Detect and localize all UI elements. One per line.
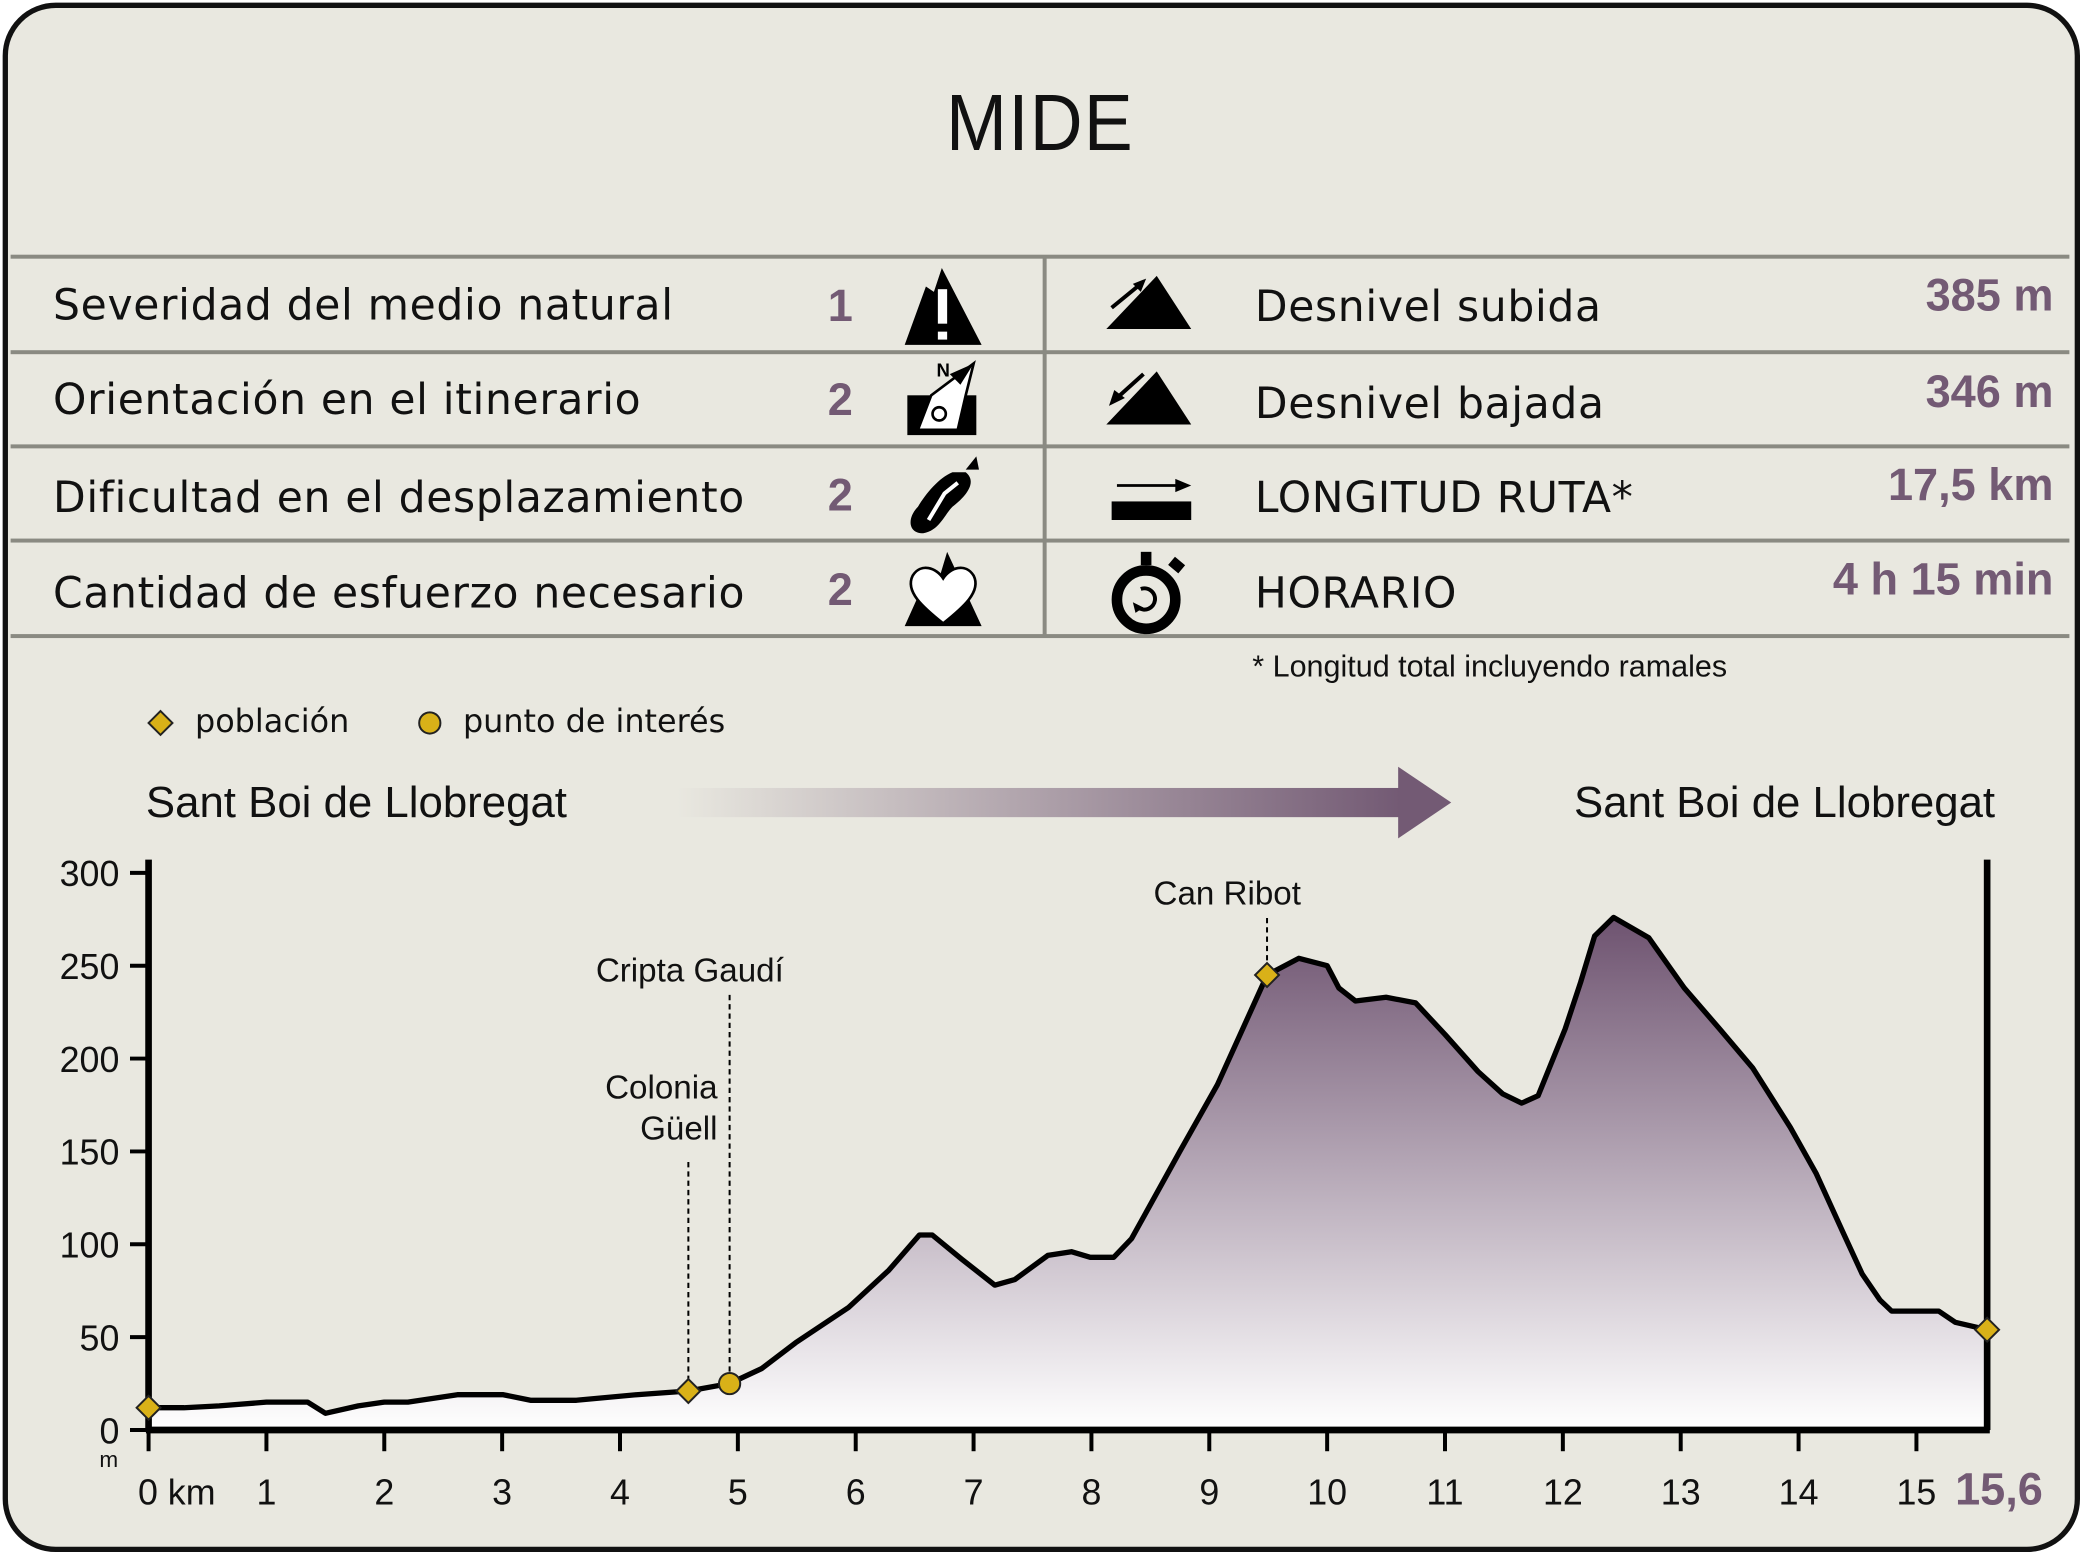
divider bbox=[1042, 257, 1047, 637]
y-tick-label: 150 bbox=[60, 1133, 120, 1173]
town-marker bbox=[1253, 961, 1281, 989]
mide-value: 2 bbox=[827, 565, 853, 616]
mide-label: Cantidad de esfuerzo necesario bbox=[53, 567, 746, 619]
mide-label: Dificultad en el desplazamiento bbox=[53, 472, 745, 523]
poi-circle-icon bbox=[418, 711, 442, 735]
x-tick-label: 0 km bbox=[138, 1472, 216, 1512]
stat-value: 346 m bbox=[1925, 367, 2054, 418]
boot-sole-icon bbox=[910, 456, 979, 534]
y-tick-label: 200 bbox=[60, 1040, 120, 1080]
compass-orientation-icon: N bbox=[907, 360, 977, 436]
y-unit-label: m bbox=[99, 1447, 118, 1472]
mide-value: 2 bbox=[827, 470, 853, 522]
stat-label: Desnivel subida bbox=[1254, 281, 1602, 332]
mide-value: 1 bbox=[827, 281, 853, 332]
descent-icon bbox=[1106, 371, 1192, 425]
divider bbox=[10, 538, 2070, 543]
divider bbox=[10, 444, 2070, 449]
x-tick-label: 9 bbox=[1199, 1472, 1219, 1512]
svg-text:N: N bbox=[937, 360, 950, 381]
divider bbox=[10, 350, 2070, 355]
y-tick-label: 250 bbox=[60, 947, 120, 987]
stopwatch-icon bbox=[1111, 551, 1186, 635]
town-marker bbox=[1973, 1316, 2001, 1344]
warning-mountain-icon bbox=[904, 267, 982, 345]
x-tick-label: 13 bbox=[1661, 1472, 1701, 1512]
stat-label: Desnivel bajada bbox=[1254, 378, 1605, 429]
point-label: Güell bbox=[640, 1110, 717, 1147]
x-tick-label: 15 bbox=[1897, 1472, 1937, 1512]
y-tick-label: 50 bbox=[80, 1318, 120, 1358]
mide-value: 2 bbox=[827, 375, 853, 426]
x-tick-label: 4 bbox=[610, 1472, 630, 1512]
x-tick-label: 7 bbox=[964, 1472, 984, 1512]
profile-line bbox=[148, 914, 1988, 1416]
point-label: Cripta Gaudí bbox=[596, 953, 785, 990]
stat-value: 17,5 km bbox=[1887, 460, 2054, 511]
x-tick-label: 6 bbox=[846, 1472, 866, 1512]
direction-arrow-icon bbox=[676, 766, 1452, 839]
x-tick-label: 5 bbox=[728, 1472, 748, 1512]
x-tick-label: 8 bbox=[1081, 1472, 1101, 1512]
stat-label: HORARIO bbox=[1254, 567, 1458, 619]
point-label: Can Ribot bbox=[1154, 876, 1301, 913]
x-tick-label: 14 bbox=[1779, 1472, 1819, 1512]
town-marker bbox=[135, 1394, 162, 1422]
x-tick-label: 3 bbox=[492, 1472, 512, 1512]
poi-marker bbox=[717, 1371, 742, 1396]
mide-label: Severidad del medio natural bbox=[53, 279, 674, 331]
x-tick-label: 11 bbox=[1426, 1472, 1463, 1512]
divider bbox=[10, 254, 2070, 259]
divider bbox=[10, 634, 2070, 639]
ascent-icon bbox=[1106, 275, 1192, 329]
footnote: * Longitud total incluyendo ramales bbox=[1252, 648, 1728, 684]
heart-mountain-icon bbox=[904, 551, 982, 627]
route-start: Sant Boi de Llobregat bbox=[145, 777, 567, 827]
y-tick-label: 0 bbox=[99, 1411, 119, 1451]
point-label: Colonia bbox=[605, 1069, 718, 1106]
x-tick-label: 2 bbox=[374, 1472, 394, 1512]
x-end-label: 15,6 bbox=[1955, 1463, 2043, 1514]
stat-value: 385 m bbox=[1925, 270, 2054, 322]
x-tick-label: 12 bbox=[1543, 1472, 1583, 1512]
profile-area bbox=[148, 917, 1988, 1430]
legend-town: población bbox=[194, 703, 350, 741]
page-title: MIDE bbox=[946, 78, 1134, 168]
legend-poi: punto de interés bbox=[462, 703, 726, 741]
route-end: Sant Boi de Llobregat bbox=[1574, 777, 1996, 827]
town-marker bbox=[675, 1377, 702, 1405]
stat-value: 4 h 15 min bbox=[1832, 554, 2054, 605]
stat-label: LONGITUD RUTA* bbox=[1254, 472, 1634, 523]
x-tick-label: 1 bbox=[256, 1472, 276, 1512]
x-tick-label: 10 bbox=[1307, 1472, 1347, 1512]
distance-icon bbox=[1111, 478, 1192, 520]
town-diamond-icon bbox=[147, 709, 174, 737]
mide-label: Orientación en el itinerario bbox=[53, 374, 642, 425]
y-tick-label: 300 bbox=[60, 854, 120, 894]
y-tick-label: 100 bbox=[60, 1226, 120, 1266]
